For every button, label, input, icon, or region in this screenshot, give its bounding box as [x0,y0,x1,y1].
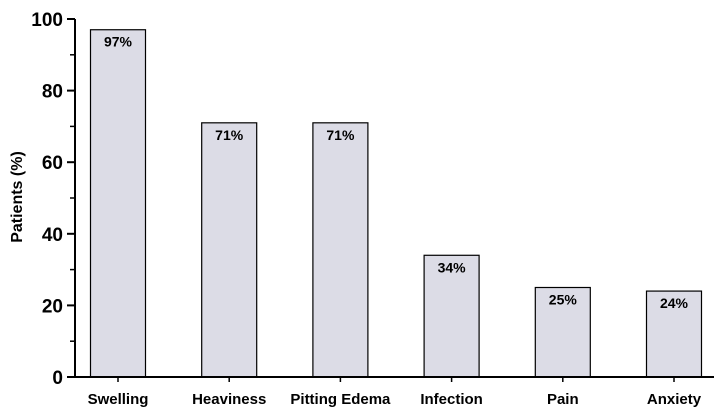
bar [202,123,257,377]
bar-data-label: 97% [104,34,133,50]
y-axis-title: Patients (%) [9,151,26,243]
bar-data-label: 71% [326,127,355,143]
bar [91,30,146,377]
bar-data-label: 34% [438,259,467,275]
x-tick-label: Heaviness [192,391,266,408]
y-axis: 0 20 40 60 80 100 [31,10,75,389]
data-labels: 97% 71% 71% 34% 25% 24% [104,34,689,311]
y-tick-label: 0 [52,368,63,389]
x-axis: Swelling Heaviness Pitting Edema Infection P… [74,377,714,408]
y-tick-label: 100 [31,10,63,31]
x-tick-label: Infection [420,391,483,408]
x-tick-label: Pain [547,391,579,408]
bar [313,123,368,377]
y-tick-label: 20 [42,296,63,317]
y-tick-label: 60 [42,153,63,174]
bar-data-label: 25% [549,292,578,308]
bar-data-label: 24% [660,295,689,311]
x-tick-label: Swelling [88,391,149,408]
y-tick-label: 40 [42,225,63,246]
bars [91,30,702,377]
x-tick-label: Anxiety [647,391,702,408]
bar-data-label: 71% [215,127,244,143]
x-tick-label: Pitting Edema [290,391,391,408]
y-tick-label: 80 [42,82,63,103]
